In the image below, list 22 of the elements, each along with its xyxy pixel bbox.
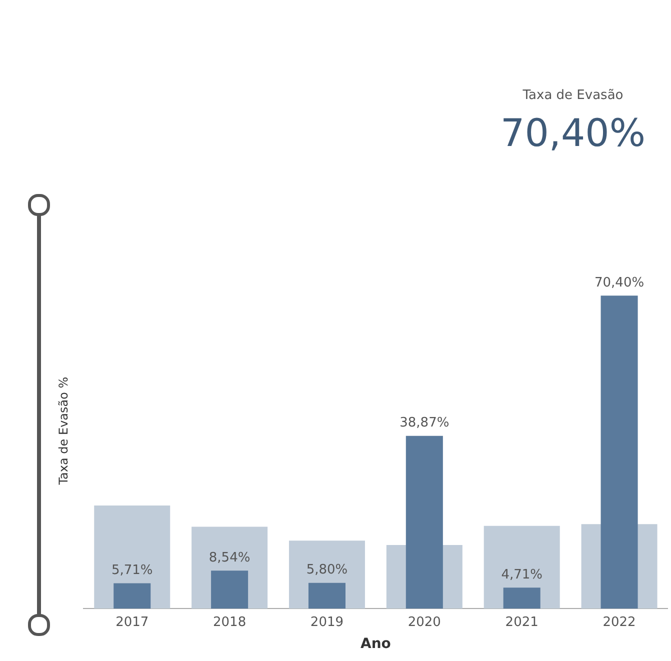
x-tick-label: 2022	[602, 614, 636, 630]
data-label: 5,80%	[306, 562, 348, 578]
x-tick-label: 2021	[505, 614, 538, 630]
bar	[406, 436, 443, 609]
text: 70,40%	[500, 111, 646, 155]
data-label: 4,71%	[501, 568, 543, 583]
data-label: 5,71%	[111, 563, 153, 578]
x-axis-title: Ano	[360, 636, 392, 652]
bar	[211, 570, 248, 609]
data-label: 38,87%	[400, 416, 450, 431]
x-tick-label: 2018	[213, 614, 246, 630]
x-tick-label: 2017	[116, 614, 149, 630]
bar	[600, 296, 638, 609]
data-label: 8,54%	[208, 550, 250, 566]
text: Taxa de Evasão	[522, 88, 624, 103]
x-tick-label: 2019	[310, 614, 344, 630]
y-axis-title: Taxa de Evasão %	[56, 376, 70, 486]
bar	[503, 588, 540, 609]
data-label: 70,40%	[594, 276, 644, 291]
x-tick-label: 2020	[408, 614, 441, 630]
bar	[308, 582, 346, 609]
bar	[114, 583, 151, 609]
